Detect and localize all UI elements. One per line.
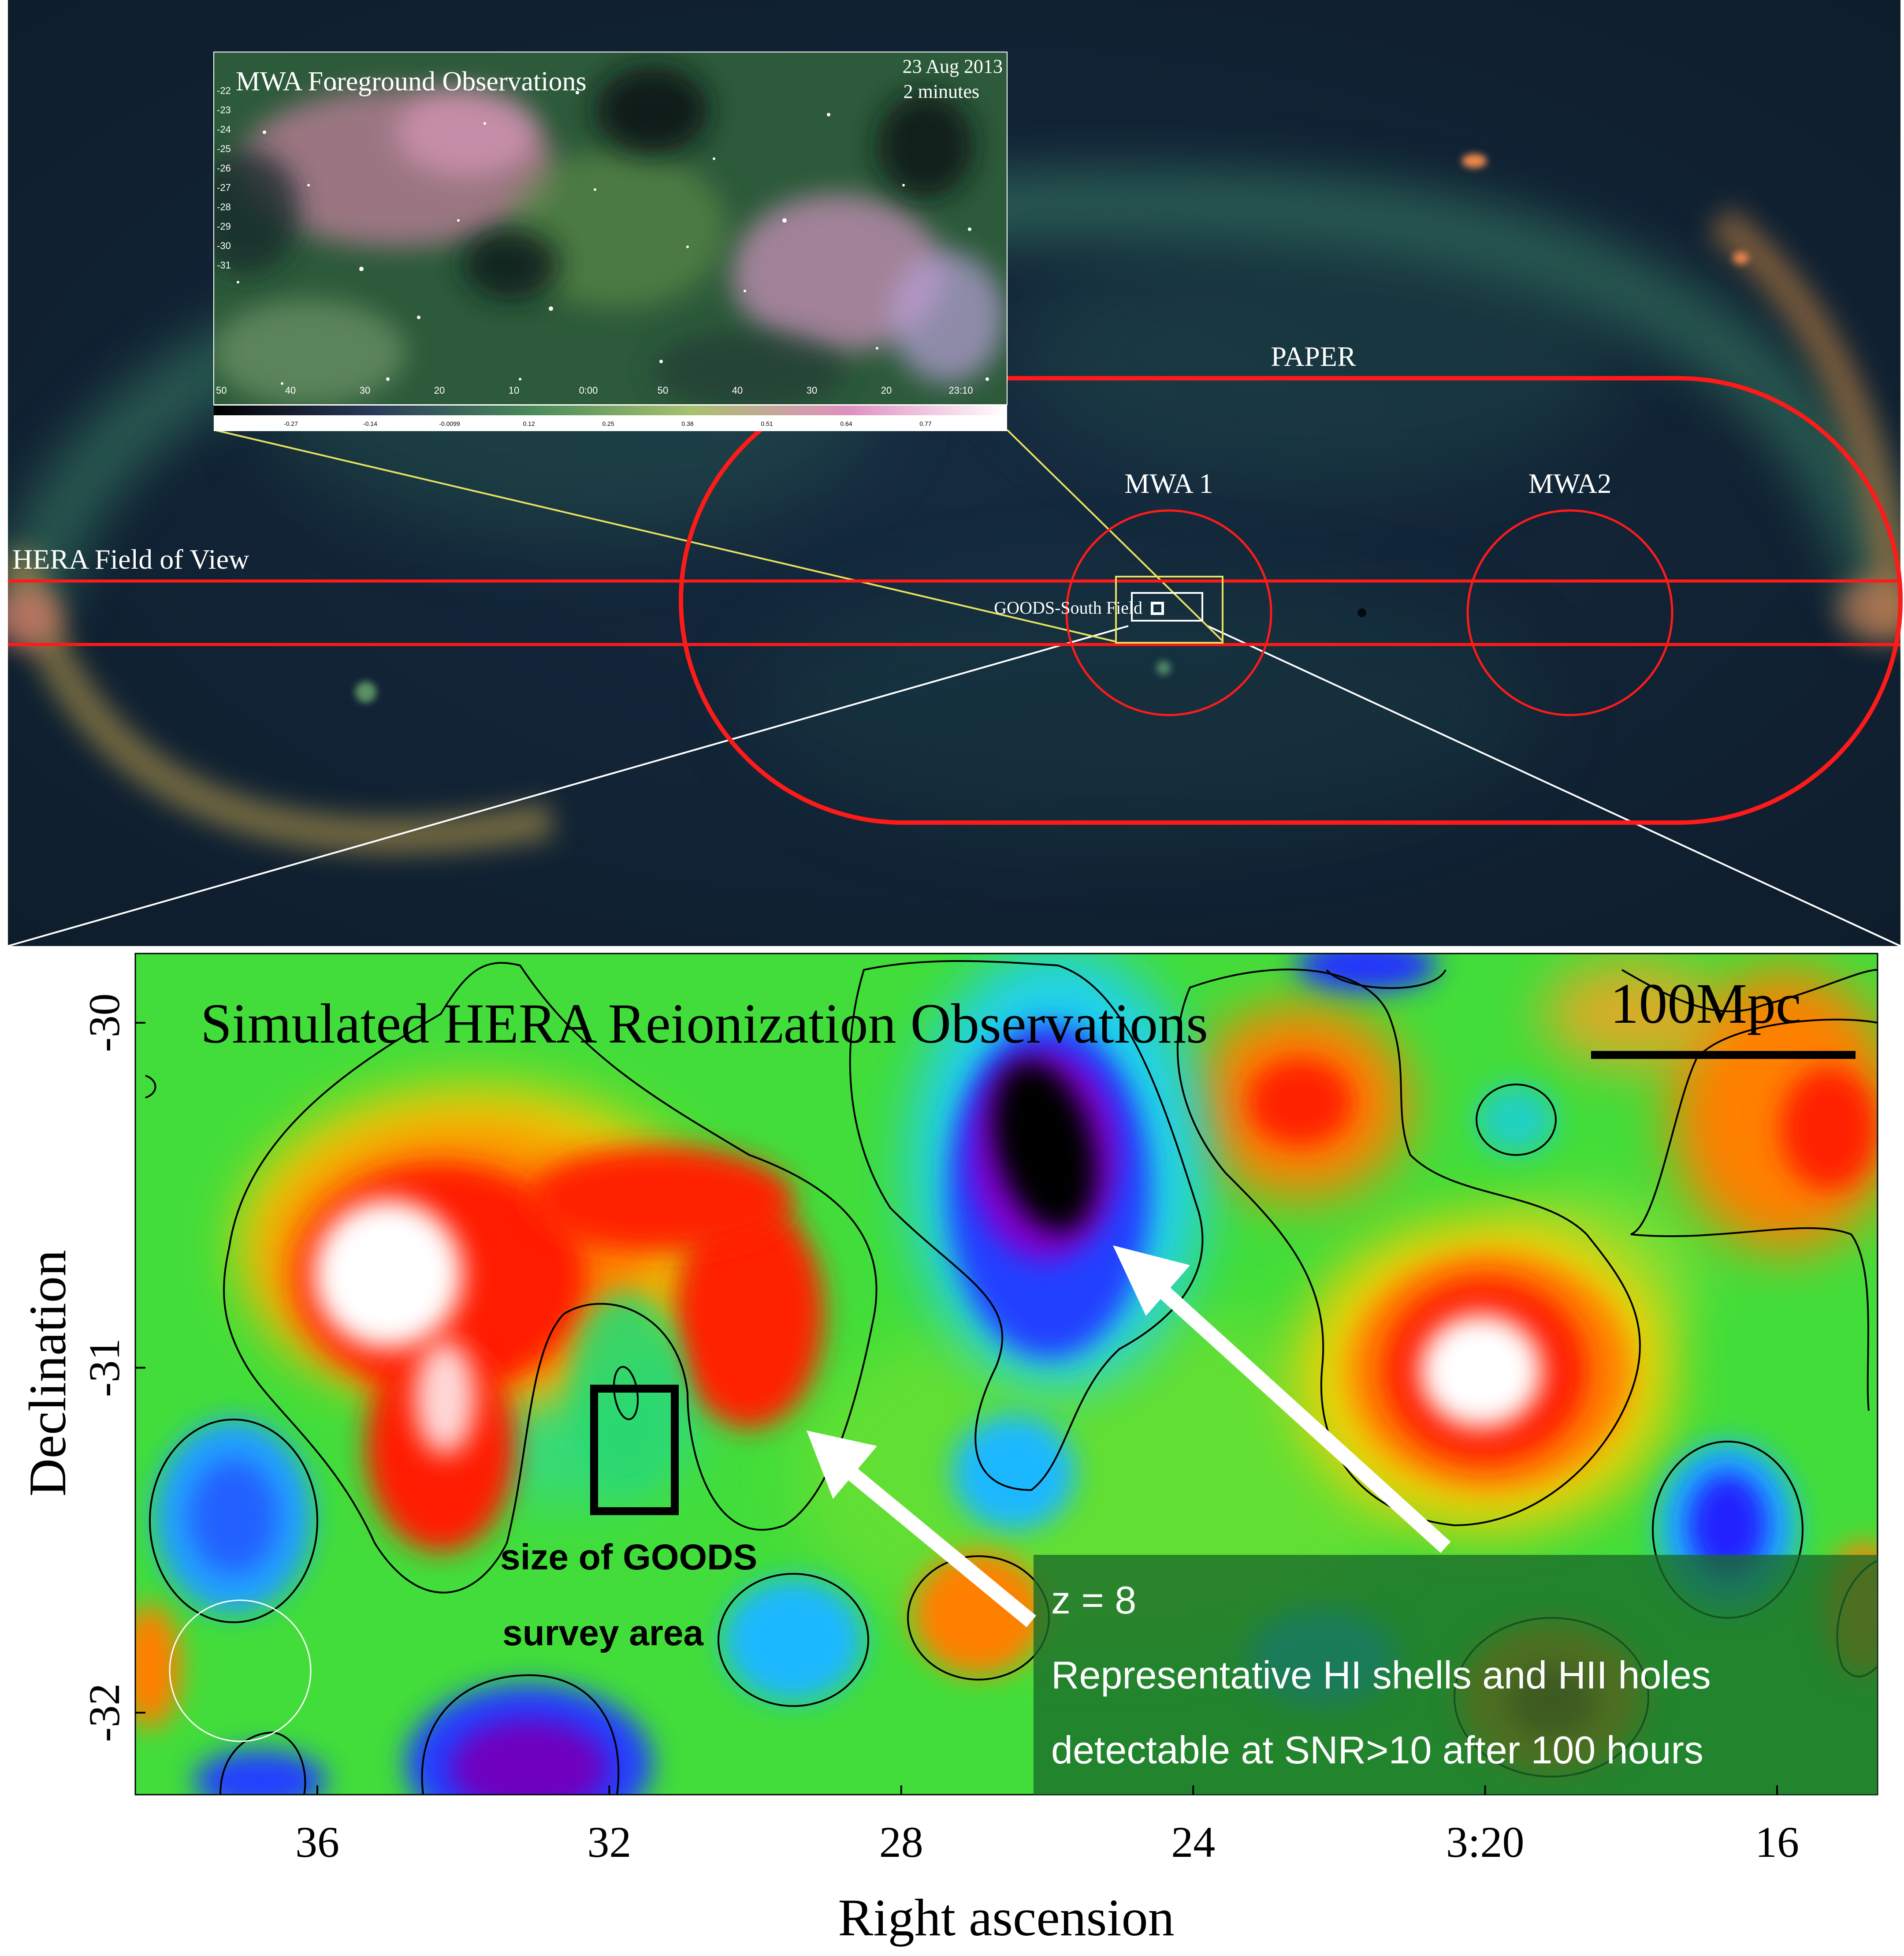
inset-emission [214,66,1005,405]
colorbar-tick: 0.77 [919,420,931,427]
inset-dec-tick: -22 [217,85,231,96]
info-line-2: Representative HI shells and HII holes [1051,1653,1711,1697]
pointer-arrow-right [1113,1245,1451,1553]
redshift-label: z = 8 [1051,1578,1136,1622]
inset-point-sources [237,87,989,385]
inset-dec-tick: -27 [217,182,231,193]
mwa-inset: MWA Foreground Observations 23 Aug 2013 … [213,52,1008,431]
colorbar-tick: -0.27 [284,420,298,427]
inset-title: MWA Foreground Observations [236,67,587,97]
info-line-3: detectable at SNR>10 after 100 hours [1051,1728,1703,1772]
x-tick-label: 24 [1171,1818,1215,1867]
y-axis-label: Declination [18,1250,77,1497]
zoom-line-right [1207,625,1901,947]
goods-size-label-1: size of GOODS [500,1537,757,1577]
simulation-panel: 100Mpc Simulated HERA Reionization Obser… [18,953,1878,1947]
mwa2-label: MWA2 [1528,468,1611,499]
goods-size-box [590,1385,679,1515]
colorbar-tick: 0.25 [602,420,614,427]
x-tick-label: 32 [587,1818,631,1867]
pointer-arrow-left [807,1431,1036,1628]
zoom-region-box [1131,592,1203,622]
mwa1-field-circle [1065,509,1272,716]
inset-dec-tick: -31 [217,260,231,271]
y-tick-label: -31 [80,1338,129,1397]
sim-field [135,954,1878,1795]
beam-circle [169,1599,312,1742]
sim-y-ticks: -30 -31 -32 [80,993,145,1742]
inset-ra-tick: 30 [807,385,817,396]
x-tick-label: 28 [879,1818,923,1867]
inset-ra-tick: 40 [285,385,296,396]
info-box [1034,1555,1878,1795]
inset-dec-tick: -24 [217,124,231,135]
inset-ra-tick: 50 [216,385,227,396]
y-tick-label: -30 [80,993,129,1052]
inset-ra-tick: 40 [732,385,743,396]
colorbar-tick: 0.38 [681,420,693,427]
inset-ra-tick: 30 [360,385,370,396]
x-tick-label: 3:20 [1446,1818,1525,1867]
y-tick-label: -32 [80,1683,129,1742]
mwa2-field-circle [1466,509,1673,716]
inset-ra-ticks: 50 40 30 20 10 0:00 50 40 30 20 23:10 [216,385,973,396]
sim-frame [134,953,1878,1796]
inset-dec-tick: -23 [217,104,231,115]
zoom-line-left [7,625,1129,947]
colorbar-tick: -0.14 [363,420,377,427]
inset-connector-left [213,429,1116,642]
hi-shell-right [1296,1217,1675,1534]
inset-dec-tick: -28 [217,201,231,212]
colorbar-tick: 0.12 [523,420,535,427]
goods-label: GOODS-South Field [994,598,1142,618]
inset-ra-tick: 20 [434,385,445,396]
colorbar-tick: 0.51 [761,420,773,427]
inset-dec-tick: -26 [217,163,231,174]
sim-x-ticks: 36 32 28 24 3:20 16 [295,1785,1799,1867]
inset-colorbar [214,406,1007,415]
colorbar-tick: -0.0099 [439,420,460,427]
paper-field-outline [679,376,1903,825]
inset-ra-tick: 50 [658,385,668,396]
inset-colorbar-ticks: -0.27 -0.14 -0.0099 0.12 0.25 0.38 0.51 0.64 0.7… [284,420,932,427]
paper-label: PAPER [1271,341,1356,372]
goods-south-marker [1151,602,1164,615]
x-tick-label: 16 [1755,1818,1799,1867]
x-axis-label: Right ascension [838,1888,1174,1947]
goods-size-label-2: survey area [502,1613,704,1653]
inset-ra-tick: 20 [881,385,892,396]
x-tick-label: 36 [295,1818,339,1867]
inset-date: 23 Aug 2013 [903,56,1003,77]
inset-connector-right [1006,429,1224,642]
inset-ra-tick: 10 [509,385,519,396]
colorbar-tick: 0.64 [840,420,852,427]
hera-label: HERA Field of View [12,544,249,575]
sim-title: Simulated HERA Reionization Observations [201,992,1208,1055]
mwa1-label: MWA 1 [1125,468,1213,499]
inset-duration: 2 minutes [904,81,979,102]
inset-ra-tick: 0:00 [579,385,598,396]
inset-dec-tick: -30 [217,240,231,251]
inset-region-box [1115,576,1223,644]
inset-dec-ticks: -22 -23 -24 -25 -26 -27 -28 -29 -30 -31 [217,85,231,271]
scale-label: 100Mpc [1610,972,1801,1036]
inset-ra-tick: 23:10 [948,385,973,396]
inset-dec-tick: -25 [217,143,231,154]
inset-dec-tick: -29 [217,221,231,232]
